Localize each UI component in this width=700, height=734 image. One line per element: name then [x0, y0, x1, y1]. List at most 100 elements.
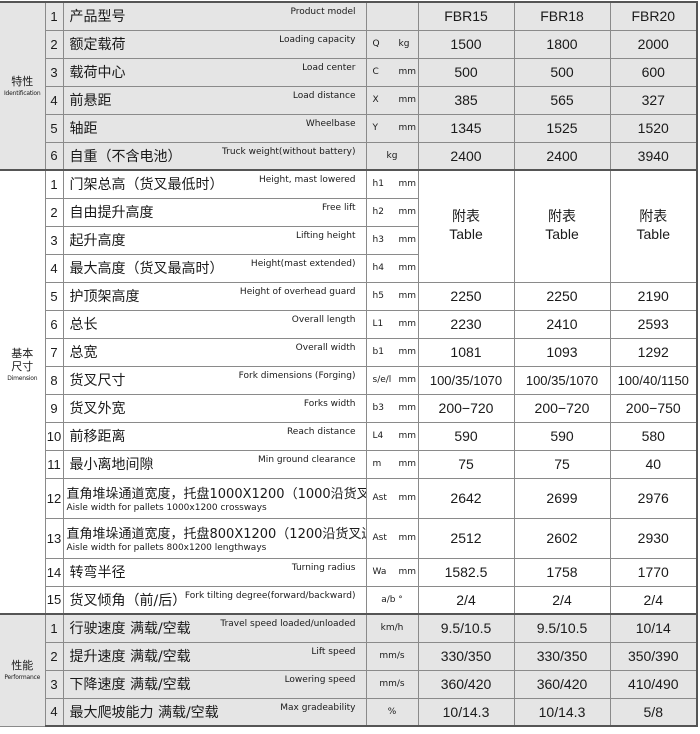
- row-number: 3: [44, 669, 64, 699]
- value-fbr18: 10/14.3: [513, 697, 611, 727]
- unit-label: mm: [398, 291, 417, 301]
- table-reference: 附表 Table: [609, 169, 698, 283]
- label-cn: 前悬距: [69, 93, 112, 109]
- value-fbr18: 565: [513, 85, 611, 115]
- unit-symbol: Ast: [372, 533, 387, 543]
- label-cn: 前移距离: [69, 429, 126, 445]
- unit-label: mm: [398, 347, 417, 357]
- value-fbr20: 350/390: [609, 641, 698, 671]
- section-header: 特性 Identification: [0, 1, 46, 171]
- value-fbr15: 1081: [417, 337, 515, 367]
- spec-label: 总长 Overall length: [62, 309, 367, 339]
- value-fbr20: 2930: [609, 517, 698, 559]
- unit-label: mm: [398, 235, 417, 245]
- unit-cell: h3 mm: [365, 225, 419, 255]
- value-fbr20: 40: [609, 449, 698, 479]
- section-title: 特性: [11, 75, 34, 88]
- unit-label: mm: [398, 67, 417, 77]
- unit-symbol: b3: [372, 403, 384, 413]
- spec-label: 货叉倾角（前/后） Fork tilting degree(forward/bac…: [62, 585, 367, 615]
- value-fbr15: 2230: [417, 309, 515, 339]
- value-fbr20: 2190: [609, 281, 698, 311]
- spec-label: 载荷中心 Load center: [62, 57, 367, 87]
- row-number: 9: [44, 393, 64, 423]
- spec-label: 行驶速度 满载/空载 Travel speed loaded/unloaded: [62, 613, 367, 643]
- label-cn: 提升速度 满载/空载: [69, 649, 191, 665]
- value-fbr20: 1292: [609, 337, 698, 367]
- table-ref-cn: 附表: [639, 208, 668, 224]
- spec-label: 轴距 Wheelbase: [62, 113, 367, 143]
- value-fbr20: 1520: [609, 113, 698, 143]
- value-fbr20: 2593: [609, 309, 698, 339]
- unit-label: mm: [398, 533, 417, 543]
- section-header: 基本尺寸 Dimension: [0, 169, 46, 615]
- label-cn: 下降速度 满载/空载: [69, 677, 191, 693]
- unit-cell: Wa mm: [365, 557, 419, 587]
- spec-label: 起升高度 Lifting height: [62, 225, 367, 255]
- spec-label: 护顶架高度 Height of overhead guard: [62, 281, 367, 311]
- value-fbr18: 1800: [513, 29, 611, 59]
- table-row: 6 总长 Overall length L1 mm 2230 2410 2593: [0, 309, 698, 339]
- label-cn: 最大爬坡能力 满载/空载: [69, 704, 219, 721]
- label-cn: 额定载荷: [69, 37, 126, 53]
- table-row: 基本尺寸 Dimension 1 门架总高（货叉最低时） Height, mast lo…: [0, 169, 698, 615]
- section-subtitle: Performance: [4, 674, 41, 682]
- row-number: 2: [44, 197, 64, 227]
- spec-label: 货叉尺寸 Fork dimensions (Forging): [62, 365, 367, 395]
- row-number: 4: [44, 85, 64, 115]
- unit-cell: h4 mm: [365, 253, 419, 283]
- label-en: Truck weight(without battery): [221, 146, 356, 157]
- value-fbr15: 100/35/1070: [417, 365, 515, 395]
- unit-cell: h1 mm: [365, 169, 419, 199]
- row-number: 2: [44, 641, 64, 671]
- unit-cell: Ast mm: [365, 517, 419, 559]
- unit-cell: Ast mm: [365, 477, 419, 519]
- label-cn: 货叉倾角（前/后）: [69, 592, 187, 609]
- value-fbr20: 410/490: [609, 669, 698, 699]
- label-en: Aisle width for pallets 800x1200 lengthw…: [66, 543, 267, 553]
- spec-label: 额定载荷 Loading capacity: [62, 29, 367, 59]
- value-fbr20: 200−750: [609, 393, 698, 423]
- unit-cell: kg: [365, 141, 419, 171]
- value-fbr15: FBR15: [417, 1, 515, 31]
- label-en: Load center: [302, 62, 356, 73]
- value-fbr20: 100/40/1150: [609, 365, 698, 395]
- value-fbr18: 1525: [513, 113, 611, 143]
- unit-symbol: h1: [372, 179, 384, 190]
- unit-symbol: h5: [372, 291, 384, 301]
- label-cn: 门架总高（货叉最低时）: [69, 177, 224, 194]
- value-fbr15: 590: [417, 421, 515, 451]
- table-ref-cn: 附表: [452, 208, 480, 224]
- table-row: 3 起升高度 Lifting height h3 mm: [0, 225, 697, 255]
- label-en: Height(mast extended): [250, 258, 356, 269]
- label-en: Load distance: [292, 90, 356, 101]
- section-subtitle: Identification: [3, 90, 41, 97]
- label-cn: 载荷中心: [69, 65, 126, 81]
- unit-label: mm: [398, 123, 417, 133]
- label-en: Wheelbase: [305, 118, 356, 129]
- row-number: 5: [44, 113, 64, 143]
- unit-cell: %: [365, 697, 419, 727]
- label-cn: 转弯半径: [69, 565, 126, 581]
- unit-symbol: X: [372, 95, 379, 105]
- label-cn: 货叉尺寸: [69, 373, 126, 389]
- label-cn: 直角堆垛通道宽度，托盘800X1200（1200沿货叉边）: [66, 527, 366, 542]
- spec-label: 直角堆垛通道宽度，托盘1000X1200（1000沿货叉边） Aisle widt…: [62, 477, 367, 519]
- unit-label: mm: [398, 403, 417, 413]
- row-number: 5: [44, 281, 64, 311]
- table-row: 15 货叉倾角（前/后） Fork tilting degree(forward/b…: [0, 585, 698, 615]
- row-number: 1: [44, 169, 64, 199]
- unit-symbol: Y: [372, 123, 379, 133]
- table-reference: 附表 Table: [513, 169, 611, 283]
- table-row: 7 总宽 Overall width b1 mm 1081 1093 1292: [0, 337, 698, 367]
- unit-symbol: L4: [372, 431, 384, 441]
- table-row: 10 前移距离 Reach distance L4 mm 590 590 580: [0, 421, 698, 451]
- value-fbr18: 75: [513, 449, 611, 479]
- unit-label: mm: [398, 319, 417, 329]
